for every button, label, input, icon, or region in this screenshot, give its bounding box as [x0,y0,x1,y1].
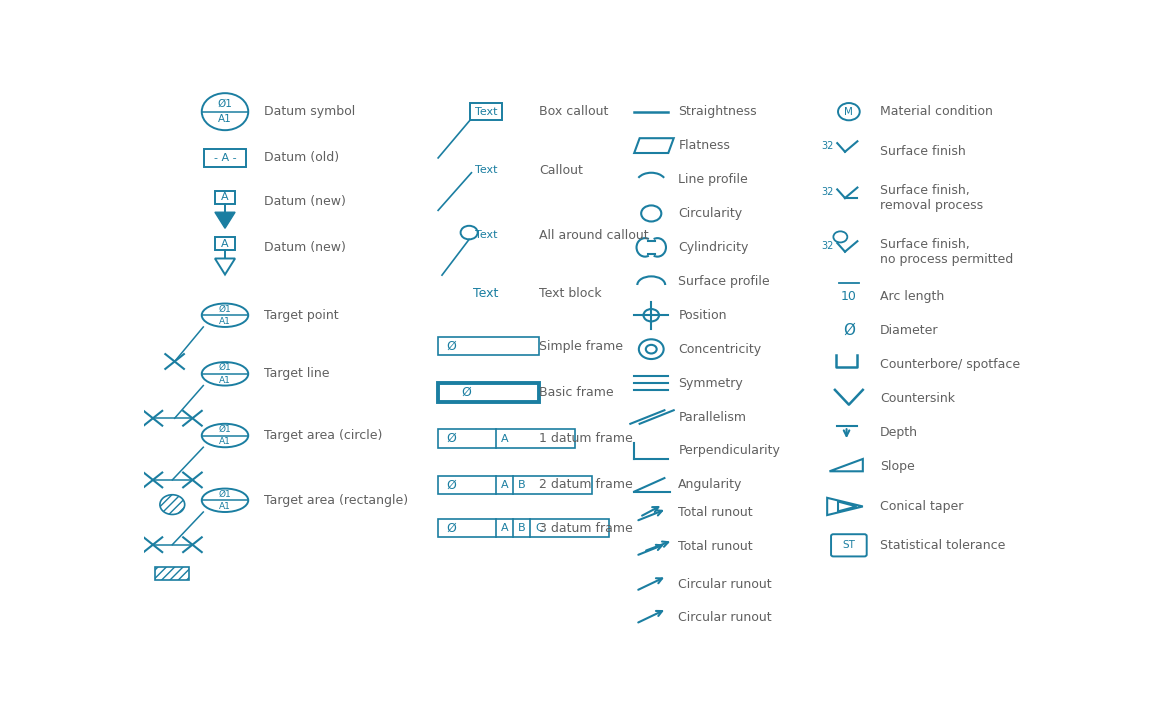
Text: Arc length: Arc length [880,290,944,303]
Text: Ø1: Ø1 [218,489,231,499]
Text: Ø1: Ø1 [218,304,231,314]
Text: C: C [535,523,542,533]
Text: Surface finish: Surface finish [880,145,965,158]
Text: A1: A1 [218,114,232,124]
Text: Ø: Ø [462,386,471,399]
Text: Box callout: Box callout [539,105,608,118]
Text: Flatness: Flatness [678,139,731,152]
Text: Surface profile: Surface profile [678,275,770,288]
Text: Ø1: Ø1 [218,363,231,372]
Text: B: B [518,523,525,533]
Text: Surface finish,
removal process: Surface finish, removal process [880,184,984,212]
Text: Callout: Callout [539,164,583,177]
Text: Total runout: Total runout [678,540,753,553]
Text: A: A [222,239,229,249]
Text: 3 datum frame: 3 datum frame [539,521,633,534]
Text: Position: Position [678,309,727,322]
Text: Parallelism: Parallelism [678,410,747,423]
Text: Target point: Target point [264,309,338,322]
Text: Surface finish,
no process permitted: Surface finish, no process permitted [880,238,1013,265]
Text: Countersink: Countersink [880,392,955,405]
Polygon shape [215,259,236,275]
Text: 10: 10 [841,290,857,303]
Text: Target line: Target line [264,368,330,381]
Text: Ø: Ø [446,432,456,445]
Text: Text: Text [473,287,499,300]
Text: Depth: Depth [880,426,918,439]
Text: Datum (old): Datum (old) [264,152,339,165]
Text: A1: A1 [219,437,231,446]
Text: 32: 32 [822,187,834,197]
Text: Text: Text [475,230,498,240]
Text: A: A [222,192,229,202]
Text: Statistical tolerance: Statistical tolerance [880,539,1005,552]
Text: 32: 32 [822,141,834,151]
Text: Ø: Ø [446,339,456,352]
Text: Symmetry: Symmetry [678,376,743,389]
Text: Counterbore/ spotface: Counterbore/ spotface [880,358,1020,371]
Text: Basic frame: Basic frame [539,386,614,399]
Text: Text: Text [475,165,498,175]
Text: Text block: Text block [539,287,601,300]
Text: Cylindricity: Cylindricity [678,241,749,254]
Text: 2 datum frame: 2 datum frame [539,478,633,492]
Text: Target area (circle): Target area (circle) [264,429,383,442]
Text: Circular runout: Circular runout [678,579,772,592]
Text: Total runout: Total runout [678,505,753,518]
Text: B: B [518,480,525,490]
Text: Concentricity: Concentricity [678,343,762,356]
Text: A: A [501,434,509,444]
Text: Datum (new): Datum (new) [264,194,346,207]
Text: A: A [501,480,509,490]
Text: M: M [845,107,854,117]
Text: Circular runout: Circular runout [678,611,772,624]
Text: Ø: Ø [446,478,456,492]
Text: Datum (new): Datum (new) [264,241,346,254]
Text: Diameter: Diameter [880,324,939,337]
Text: Datum symbol: Datum symbol [264,105,355,118]
Text: 1 datum frame: 1 datum frame [539,432,633,445]
Polygon shape [215,212,236,228]
Text: Ø1: Ø1 [217,99,232,109]
Text: Angularity: Angularity [678,478,742,492]
Text: Perpendicularity: Perpendicularity [678,444,780,457]
Text: Target area (rectangle): Target area (rectangle) [264,494,408,507]
Circle shape [160,494,185,515]
Text: Line profile: Line profile [678,173,748,186]
Text: Material condition: Material condition [880,105,993,118]
Text: Text: Text [475,107,498,117]
Text: A1: A1 [219,317,231,326]
Text: A1: A1 [219,376,231,384]
Text: Slope: Slope [880,460,915,473]
Text: Simple frame: Simple frame [539,339,623,352]
Text: A1: A1 [219,502,231,511]
Text: Circularity: Circularity [678,207,742,220]
Text: Ø1: Ø1 [218,425,231,434]
Text: 32: 32 [822,241,834,251]
Text: - A -: - A - [214,153,237,163]
Text: Conical taper: Conical taper [880,500,963,513]
Text: Ø: Ø [843,323,855,338]
FancyBboxPatch shape [155,567,190,581]
Text: All around callout: All around callout [539,228,648,241]
Text: ST: ST [842,540,855,550]
Text: A: A [501,523,509,533]
Text: Straightness: Straightness [678,105,757,118]
Text: Ø: Ø [446,521,456,534]
